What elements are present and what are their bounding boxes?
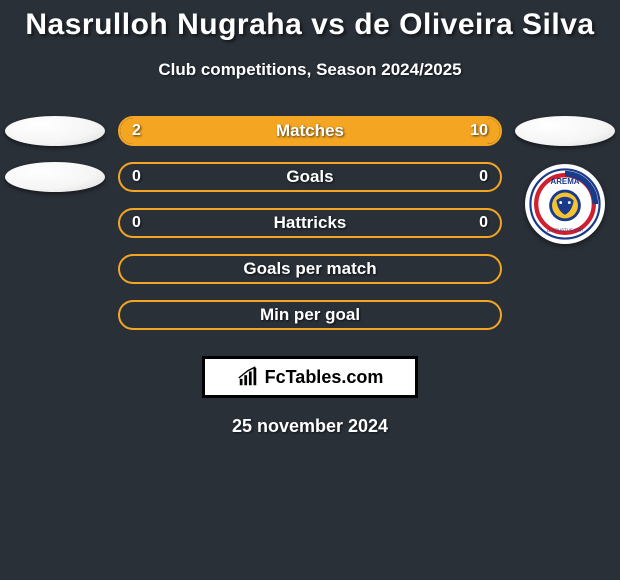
bar-fill-left [120, 118, 183, 144]
stat-value-left: 2 [132, 122, 141, 140]
right-spacer [510, 292, 620, 338]
right-player-badge [510, 108, 620, 154]
player-ellipse-icon [5, 162, 105, 192]
brand-text: FcTables.com [265, 367, 384, 388]
stat-value-right: 10 [470, 122, 488, 140]
stat-bar-matches: 2 Matches 10 [118, 116, 502, 146]
stats-rows: 2 Matches 10 0 Goals 0 AREMA [0, 108, 620, 338]
stat-label: Matches [276, 121, 344, 141]
stat-bar-hattricks: 0 Hattricks 0 [118, 208, 502, 238]
right-player-badge: AREMA 11 AGUSTUS 1987 [510, 154, 620, 200]
left-spacer [0, 246, 110, 292]
stat-row: 2 Matches 10 [0, 108, 620, 154]
stat-value-left: 0 [132, 168, 141, 186]
stat-row: Min per goal [0, 292, 620, 338]
brand-badge: FcTables.com [202, 356, 418, 398]
stat-label: Hattricks [274, 213, 347, 233]
stat-label: Goals [286, 167, 333, 187]
stat-row: Goals per match [0, 246, 620, 292]
stat-value-right: 0 [479, 214, 488, 232]
stat-value-left: 0 [132, 214, 141, 232]
date-text: 25 november 2024 [0, 416, 620, 437]
stat-label: Goals per match [243, 259, 376, 279]
page-title: Nasrulloh Nugraha vs de Oliveira Silva [0, 0, 620, 42]
right-spacer [510, 246, 620, 292]
stat-bar-goals: 0 Goals 0 [118, 162, 502, 192]
subtitle: Club competitions, Season 2024/2025 [0, 60, 620, 80]
stat-row: 0 Goals 0 AREMA 11 AGUSTUS 1987 [0, 154, 620, 200]
stat-bar-mpg: Min per goal [118, 300, 502, 330]
svg-text:AREMA: AREMA [551, 177, 580, 186]
chart-icon [237, 366, 259, 388]
stat-row: 0 Hattricks 0 [0, 200, 620, 246]
left-spacer [0, 200, 110, 246]
stat-label: Min per goal [260, 305, 360, 325]
stat-bar-gpm: Goals per match [118, 254, 502, 284]
player-ellipse-icon [515, 116, 615, 146]
left-spacer [0, 292, 110, 338]
player-ellipse-icon [5, 116, 105, 146]
left-player-badge [0, 108, 110, 154]
stat-value-right: 0 [479, 168, 488, 186]
left-player-badge [0, 154, 110, 200]
right-spacer [510, 200, 620, 246]
